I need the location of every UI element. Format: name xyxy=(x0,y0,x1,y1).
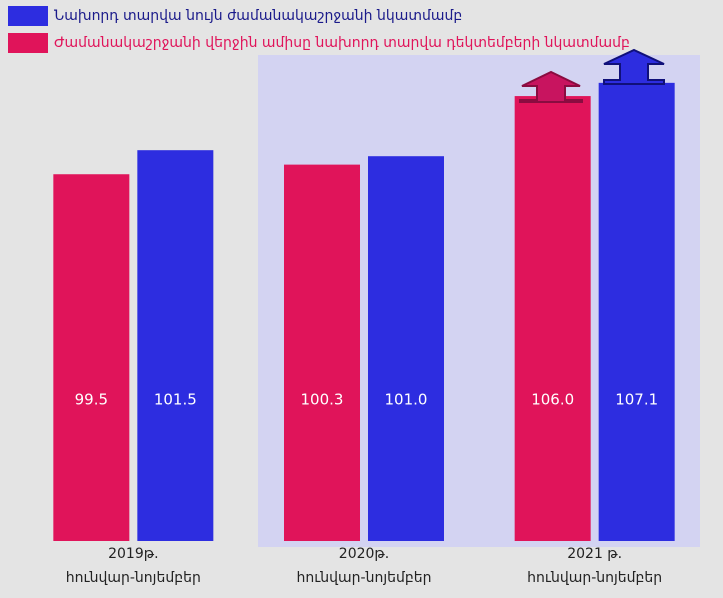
x-tick-label: հունվար-նոյեմբեր xyxy=(66,570,201,586)
bar xyxy=(284,164,360,541)
x-tick-label: 2021 թ. xyxy=(567,546,622,562)
value-label: 99.5 xyxy=(75,391,108,409)
value-label: 101.0 xyxy=(385,391,428,409)
bar xyxy=(137,150,214,541)
x-tick-label: 2019թ. xyxy=(108,546,158,562)
bar xyxy=(598,82,675,541)
bar xyxy=(53,174,130,542)
value-label: 107.1 xyxy=(615,391,658,409)
x-tick-label: հունվար-նոյեմբեր xyxy=(527,570,662,586)
legend-label: Նախորդ տարվա նույն ժամանակաշրջանի նկատմա… xyxy=(54,8,462,24)
x-tick-label: հունվար-նոյեմբեր xyxy=(296,570,431,586)
arrow-up xyxy=(519,70,583,103)
value-label: 101.5 xyxy=(154,391,197,409)
legend-swatch xyxy=(8,33,48,53)
legend-swatch xyxy=(8,6,48,26)
bar xyxy=(368,156,444,541)
bar xyxy=(514,96,591,541)
arrow-up xyxy=(603,48,665,85)
value-label: 106.0 xyxy=(531,391,574,409)
legend-label: Ժամանակաշրջանի վերջին ամիսը նախորդ տարվա… xyxy=(54,35,630,51)
value-label: 100.3 xyxy=(301,391,344,409)
x-tick-label: 2020թ. xyxy=(339,546,389,562)
